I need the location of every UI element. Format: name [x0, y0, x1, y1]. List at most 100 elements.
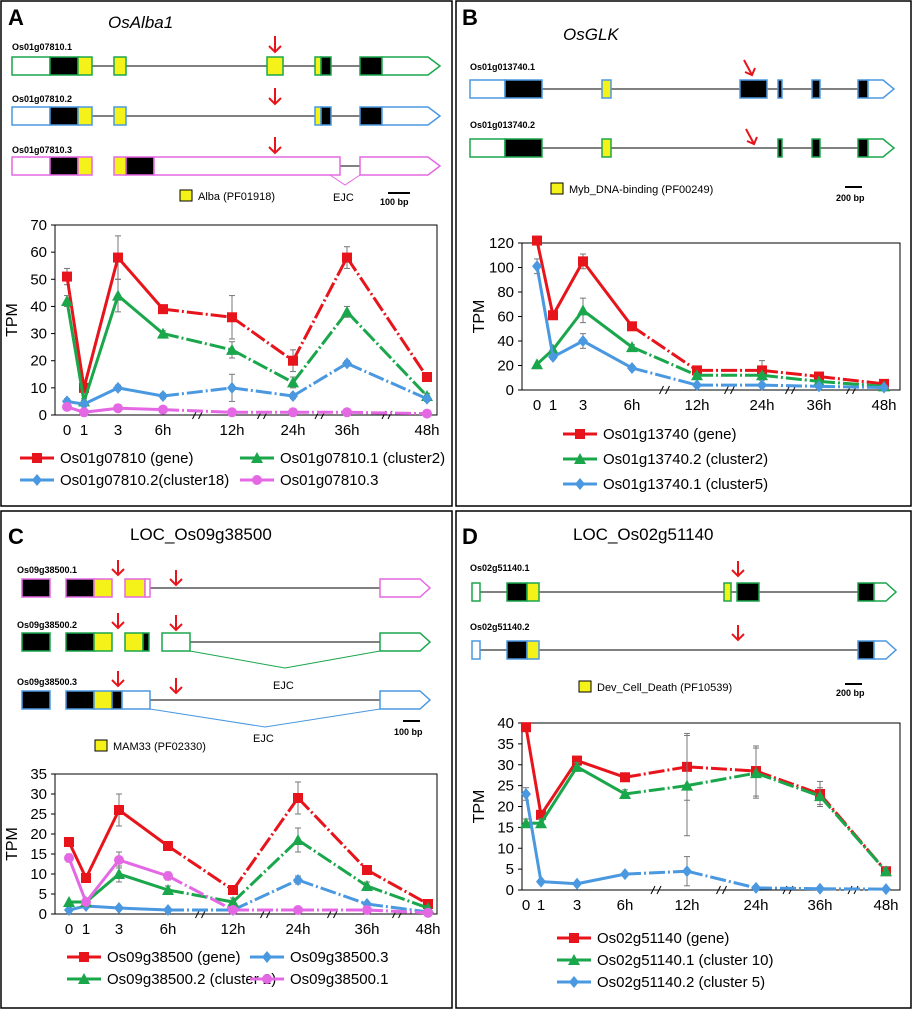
axis-break-icon — [785, 385, 796, 395]
data-point — [228, 905, 238, 915]
data-point — [572, 755, 582, 766]
data-point — [32, 453, 42, 463]
series-diamond — [521, 787, 891, 896]
series-line — [761, 368, 820, 379]
y-tick-label: 20 — [497, 799, 514, 816]
series-line — [232, 878, 299, 912]
data-point — [81, 873, 91, 883]
transcript-label: Os02g51140.2 — [470, 622, 530, 632]
data-point — [521, 722, 531, 733]
nmd-arrow-icon — [268, 36, 282, 155]
transcript-label: Os01g07810.1 — [12, 42, 72, 52]
data-point — [114, 902, 124, 914]
legend-label: Os01g07810.1 (cluster2) — [280, 450, 445, 467]
x-tick-label: 24h — [280, 422, 305, 439]
series-triangle — [63, 827, 434, 913]
data-point — [293, 905, 303, 915]
series-line — [686, 869, 757, 890]
y-tick-label: 120 — [489, 235, 514, 252]
data-point — [226, 343, 238, 355]
data-point — [32, 474, 42, 486]
x-tick-label: 36h — [807, 897, 832, 914]
transcript-label: Os01g013740.2 — [470, 120, 535, 130]
series-line — [118, 906, 169, 912]
series-line — [686, 765, 757, 773]
y-tick-label: 0 — [39, 407, 47, 424]
x-tick-label: 24h — [749, 397, 774, 414]
data-point — [158, 304, 168, 315]
data-point — [113, 868, 125, 879]
x-tick-label: 1 — [537, 897, 545, 914]
series-line — [551, 309, 585, 351]
axis-break-icon — [716, 885, 727, 895]
legend-label: Os02g51140 (gene) — [597, 930, 729, 947]
series-line — [167, 874, 234, 912]
y-tick-label: 10 — [30, 866, 47, 883]
legend-label: Os01g13740 (gene) — [603, 426, 736, 443]
x-tick-label: 3 — [579, 397, 587, 414]
series-line — [755, 771, 821, 798]
series-line — [540, 880, 578, 886]
series-line — [118, 872, 169, 892]
x-tick-label: 12h — [674, 897, 699, 914]
y-axis-label: TPM — [471, 790, 488, 824]
x-tick-label: 6h — [160, 921, 177, 938]
data-point — [79, 952, 89, 962]
series-line — [82, 257, 120, 389]
nmd-arrow-icon — [111, 560, 183, 695]
series-line — [581, 260, 634, 328]
series-line — [539, 759, 579, 816]
plot-area — [54, 773, 438, 915]
legend-item: Os02g51140.2 (cluster 5) — [557, 974, 765, 991]
data-point — [575, 478, 585, 490]
x-tick-label: 6h — [155, 422, 172, 439]
series-line — [84, 859, 121, 903]
legend-label: Os09g38500.1 — [290, 971, 388, 988]
data-point — [158, 390, 168, 402]
legend-item: Os09g38500.1 — [250, 971, 388, 988]
x-tick-label: 1 — [549, 397, 557, 414]
series-line — [231, 797, 300, 891]
y-tick-label: 5 — [39, 886, 47, 903]
data-point — [627, 321, 637, 332]
panel-b-frame — [455, 0, 912, 507]
panel-b-gene-title: OsGLK — [563, 25, 619, 44]
x-tick-label: 3 — [115, 921, 123, 938]
data-point — [114, 855, 124, 865]
legend-label: Os01g13740.2 (cluster2) — [603, 451, 768, 468]
data-point — [227, 407, 237, 418]
y-tick-label: 10 — [497, 840, 514, 857]
data-point — [532, 260, 542, 273]
x-tick-label: 48h — [871, 397, 896, 414]
y-tick-label: 80 — [497, 284, 514, 301]
panel-c-gene-models: Os09g38500.1 Os09g38500.2 EJC Os09g38500… — [17, 560, 432, 753]
panel-d-letter: D — [462, 524, 478, 549]
data-point — [79, 407, 89, 418]
series-line — [162, 307, 233, 319]
x-tick-label: 12h — [220, 921, 245, 938]
data-point — [569, 976, 579, 988]
y-tick-label: 70 — [30, 217, 47, 234]
data-point — [751, 881, 761, 894]
data-point — [620, 772, 630, 783]
series-diamond — [62, 357, 432, 411]
series-line — [84, 809, 121, 879]
data-point — [535, 817, 547, 829]
legend-item: Os01g07810 (gene) — [20, 450, 193, 467]
y-tick-label: 30 — [497, 757, 514, 774]
nmd-arrow-icon — [743, 59, 758, 146]
y-tick-label: 50 — [30, 271, 47, 288]
data-point — [114, 805, 124, 815]
y-tick-label: 10 — [30, 380, 47, 397]
x-tick-label: 6h — [617, 897, 634, 914]
transcript-label: Os09g38500.2 — [17, 620, 77, 630]
legend-label: Os09g38500.3 — [290, 949, 388, 966]
series-line — [755, 886, 821, 891]
panel-b-letter: B — [462, 5, 478, 30]
x-tick-label: 36h — [806, 397, 831, 414]
data-point — [163, 871, 173, 881]
series-line — [624, 765, 688, 779]
series-line — [818, 379, 885, 388]
series-line — [576, 759, 626, 779]
